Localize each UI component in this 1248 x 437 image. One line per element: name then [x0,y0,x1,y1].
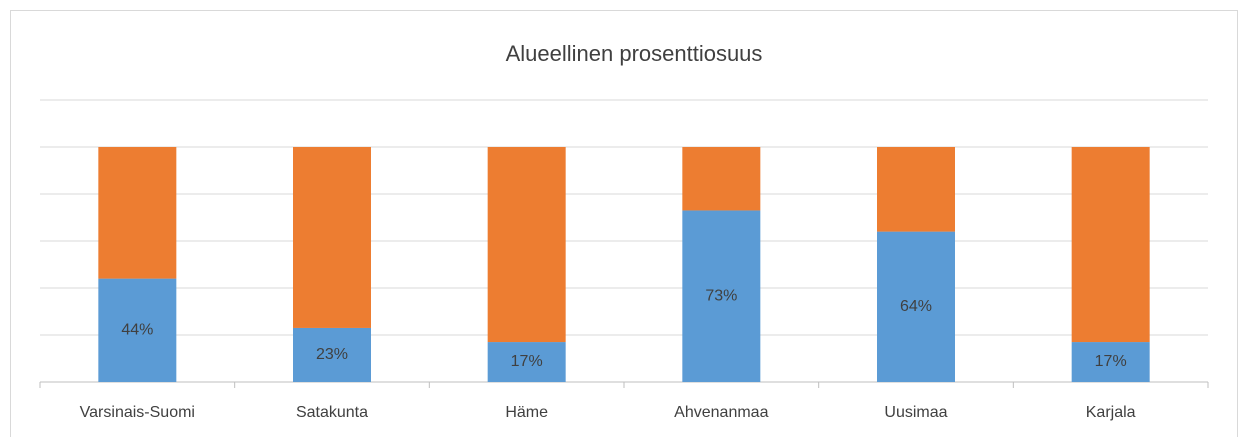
bar-segment [487,342,566,382]
x-tick-label: Karjala [1086,404,1136,421]
data-label: 17% [1095,353,1127,370]
data-label: 44% [121,322,153,339]
x-tick-label: Varsinais-Suomi [80,404,195,421]
chart-title: Alueellinen prosenttiosuus [506,41,763,66]
bar-segment [682,210,761,382]
data-label: 73% [705,287,737,304]
bar-segment [293,327,371,382]
x-tick-label: Uusimaa [884,404,947,421]
x-tick-label: Häme [505,404,548,421]
bar-segment [293,147,371,328]
data-label: 64% [900,298,932,315]
bar-segment [1071,147,1150,343]
bar-segment [98,278,177,382]
bar-segment [877,147,955,232]
chart-border [10,10,1238,437]
bar-segment [1071,342,1150,382]
x-tick-label: Satakunta [296,404,368,421]
data-label: 23% [316,346,348,363]
bar-segment [487,147,566,343]
data-label: 17% [511,353,543,370]
bar-segment [98,147,177,279]
bar-segment [877,231,955,382]
bar-segment [682,147,761,211]
x-tick-label: Ahvenanmaa [674,404,768,421]
